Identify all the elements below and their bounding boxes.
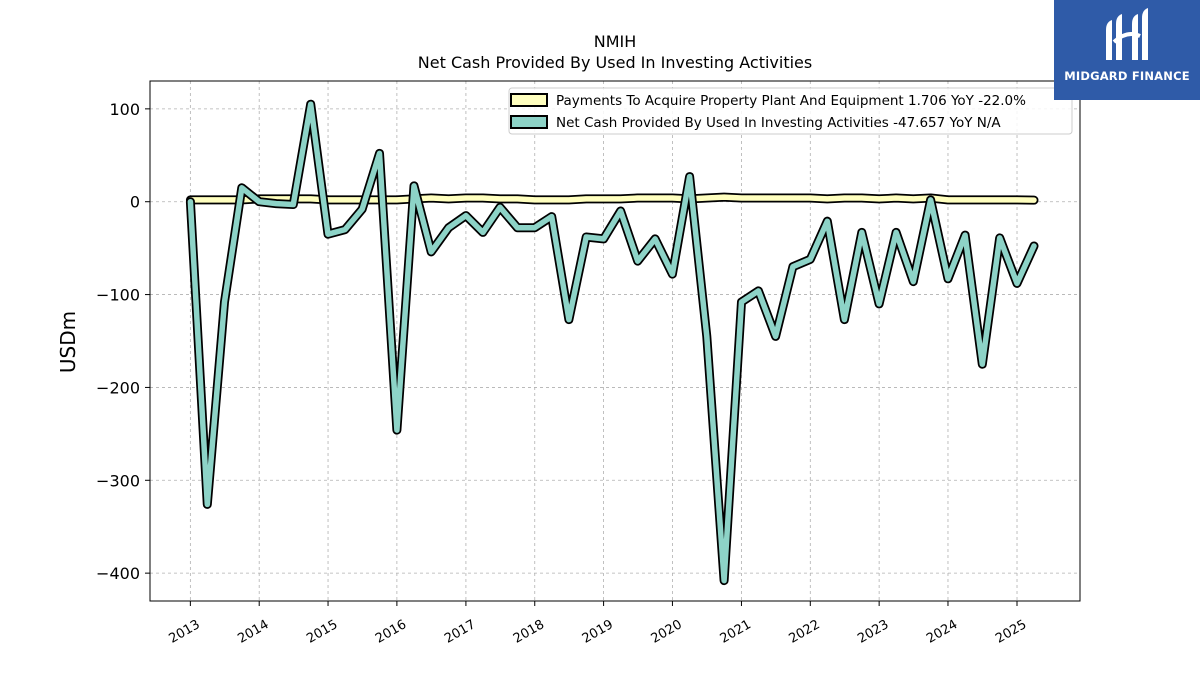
y-axis-label: USDm bbox=[56, 311, 80, 373]
series-line bbox=[187, 101, 1037, 584]
axes-frame bbox=[149, 80, 1081, 602]
chart-subtitle: Net Cash Provided By Used In Investing A… bbox=[418, 53, 812, 72]
x-tick-label: 2017 bbox=[442, 617, 478, 647]
x-tick-label: 2023 bbox=[855, 617, 891, 647]
x-axis: 2013 2014 2015 2016 2017 2018 2019 2020 2021 2022… bbox=[167, 601, 1029, 647]
x-tick-label: 2021 bbox=[718, 617, 754, 647]
x-tick-label: 2018 bbox=[511, 617, 547, 647]
x-tick-label: 2019 bbox=[580, 617, 616, 647]
series-line bbox=[187, 194, 1037, 203]
legend-swatch-capex bbox=[510, 93, 548, 107]
legend-entry-investing: Net Cash Provided By Used In Investing A… bbox=[556, 115, 1001, 131]
legend-box bbox=[508, 87, 1073, 135]
series-layer bbox=[185, 99, 1039, 586]
y-tick-label: −400 bbox=[96, 564, 140, 583]
x-tick-label: 2025 bbox=[993, 617, 1029, 647]
midgard-finance-logo: MIDGARD FINANCE bbox=[1054, 0, 1200, 100]
legend-swatch-investing bbox=[510, 115, 548, 129]
series-investing bbox=[185, 99, 1039, 586]
x-tick-label: 2014 bbox=[235, 617, 271, 647]
x-tick-label: 2022 bbox=[786, 617, 822, 647]
logo-mark-icon bbox=[1106, 8, 1148, 60]
y-tick-label: 0 bbox=[130, 193, 140, 212]
series-capex bbox=[185, 192, 1039, 205]
y-tick-label: −300 bbox=[96, 471, 140, 490]
legend: Payments To Acquire Property Plant And E… bbox=[508, 87, 1073, 135]
x-tick-label: 2024 bbox=[924, 617, 960, 647]
x-tick-label: 2013 bbox=[167, 617, 203, 647]
chart-title: NMIH bbox=[594, 32, 637, 51]
x-tick-label: 2020 bbox=[649, 617, 685, 647]
x-tick-label: 2016 bbox=[373, 617, 409, 647]
y-tick-label: 100 bbox=[109, 100, 140, 119]
y-tick-label: −100 bbox=[96, 286, 140, 305]
grid bbox=[150, 81, 1080, 601]
y-tick-label: −200 bbox=[96, 378, 140, 397]
logo-text: MIDGARD FINANCE bbox=[1064, 69, 1190, 83]
y-axis: 100 0 −100 −200 −300 −400 bbox=[96, 100, 150, 583]
legend-entry-capex: Payments To Acquire Property Plant And E… bbox=[556, 93, 1026, 109]
x-tick-label: 2015 bbox=[304, 617, 340, 647]
series-line-outline bbox=[185, 99, 1039, 586]
